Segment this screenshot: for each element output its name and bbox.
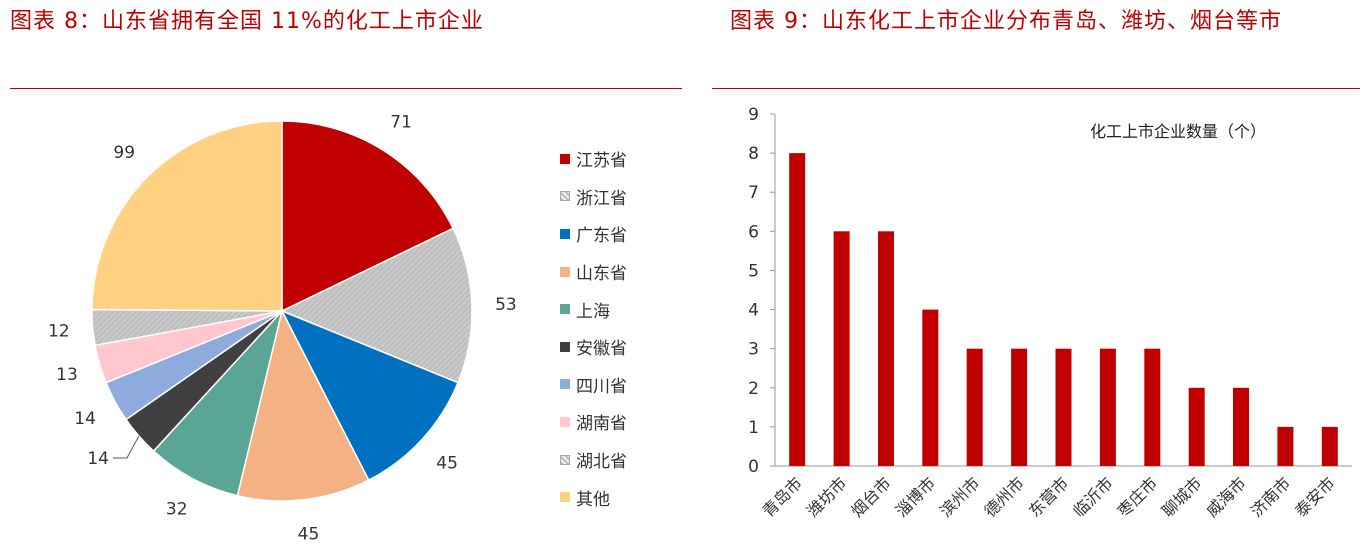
pie-slice-2 <box>280 309 459 482</box>
legend-item-9: 其他 <box>560 478 627 516</box>
x-tick-label: 枣庄市 <box>1114 473 1161 520</box>
legend-label: 湖南省 <box>576 414 627 435</box>
y-tick-label: 0 <box>748 457 759 477</box>
legend-label: 湖北省 <box>576 452 627 473</box>
pie-data-label-0: 71 <box>390 112 412 132</box>
pie-data-label-6: 14 <box>74 409 96 429</box>
bar-series-label: 化工上市企业数量（个） <box>1090 122 1267 141</box>
pie-data-label-8: 12 <box>48 321 70 341</box>
figure9-title: 图表 9：山东化工上市企业分布青岛、潍坊、烟台等市 <box>730 9 1282 34</box>
y-tick-label: 7 <box>748 183 759 203</box>
x-tick-label: 滨州市 <box>936 473 983 520</box>
legend-label: 江苏省 <box>576 151 627 172</box>
pie-data-label-3: 45 <box>298 524 320 544</box>
bar-8 <box>1144 348 1161 466</box>
pie-data-label-1: 53 <box>495 295 517 315</box>
x-tick-label: 潍坊市 <box>803 473 850 520</box>
bar-10 <box>1233 387 1249 466</box>
legend-swatch <box>560 228 570 239</box>
x-tick-label: 德州市 <box>981 473 1028 520</box>
x-tick-label: 淄博市 <box>892 473 939 520</box>
legend-label: 上海 <box>576 301 610 322</box>
legend-label: 山东省 <box>576 264 627 285</box>
legend-swatch <box>560 379 570 390</box>
legend-item-7: 湖南省 <box>560 403 627 441</box>
bar-2 <box>878 231 894 466</box>
bar-11 <box>1277 426 1294 466</box>
legend-swatch <box>560 341 570 352</box>
pie-slice-4 <box>152 310 283 497</box>
pie-slice-9 <box>91 120 283 312</box>
bar-4 <box>966 348 983 466</box>
bar-5 <box>1011 348 1028 466</box>
bar-1 <box>833 231 850 466</box>
legend-swatch <box>560 416 570 427</box>
legend-swatch <box>560 454 570 465</box>
figure8-divider <box>10 88 682 89</box>
y-tick-label: 8 <box>748 144 759 164</box>
legend-item-3: 山东省 <box>560 253 627 291</box>
y-tick-label: 9 <box>748 105 759 125</box>
pie-chart: 71 53 45 45 32 14 14 13 12 99 <box>48 112 517 544</box>
x-tick-label: 泰安市 <box>1291 473 1338 520</box>
bar-9 <box>1188 387 1205 466</box>
legend-item-2: 广东省 <box>560 215 627 253</box>
legend-item-4: 上海 <box>560 290 627 328</box>
legend-item-6: 四川省 <box>560 366 627 404</box>
x-tick-label: 青岛市 <box>759 473 806 520</box>
pie-slice-0 <box>281 120 455 313</box>
legend-item-1: 浙江省 <box>560 178 627 216</box>
x-tick-label: 济南市 <box>1247 473 1294 520</box>
legend-swatch <box>560 304 570 315</box>
legend-label: 浙江省 <box>576 188 627 209</box>
bar-6 <box>1055 348 1072 466</box>
y-tick-label: 5 <box>748 261 759 281</box>
pie-leader-line <box>112 435 140 459</box>
legend-label: 安徽省 <box>576 339 627 360</box>
pie-data-label-2: 45 <box>436 453 458 473</box>
x-tick-label: 烟台市 <box>847 473 894 520</box>
y-tick-label: 2 <box>748 379 759 399</box>
x-tick-label: 东营市 <box>1025 473 1072 520</box>
legend-swatch <box>560 492 570 503</box>
pie-data-label-4: 32 <box>166 500 188 520</box>
pie-data-label-5: 14 <box>87 449 109 469</box>
pie-data-label-9: 99 <box>113 143 135 163</box>
legend-item-8: 湖北省 <box>560 441 627 479</box>
y-tick-label: 1 <box>748 418 759 438</box>
bar-0 <box>789 153 806 466</box>
y-tick-label: 3 <box>748 340 759 360</box>
bar-7 <box>1099 348 1116 466</box>
legend-item-5: 安徽省 <box>560 328 627 366</box>
figure8-title: 图表 8：山东省拥有全国 11%的化工上市企业 <box>10 9 484 34</box>
legend-swatch <box>560 191 570 202</box>
legend-label: 广东省 <box>576 226 627 247</box>
x-tick-label: 聊城市 <box>1158 473 1205 520</box>
pie-slice-3 <box>236 308 370 502</box>
legend-label: 四川省 <box>576 376 627 397</box>
pie-legend: 江苏省浙江省广东省山东省上海安徽省四川省湖南省湖北省其他 <box>560 140 627 516</box>
pie-data-label-7: 13 <box>56 365 78 385</box>
pie-slice-1 <box>280 227 473 384</box>
bar-12 <box>1321 426 1338 466</box>
bar-3 <box>922 309 939 466</box>
y-tick-label: 4 <box>748 301 759 321</box>
y-tick-label: 6 <box>748 222 759 242</box>
x-tick-label: 临沂市 <box>1069 473 1116 520</box>
figure9-divider <box>712 88 1360 89</box>
legend-swatch <box>560 266 570 277</box>
legend-swatch <box>560 153 570 164</box>
legend-item-0: 江苏省 <box>560 140 627 178</box>
legend-label: 其他 <box>576 489 610 510</box>
x-tick-label: 威海市 <box>1202 473 1249 520</box>
